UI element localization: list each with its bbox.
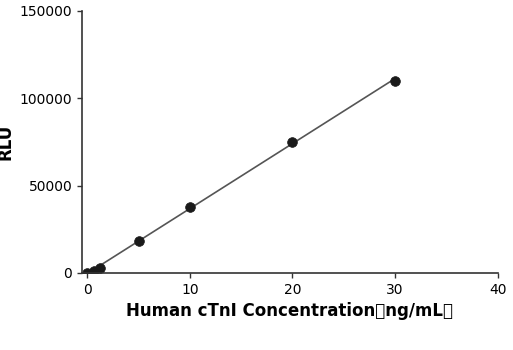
Point [288,139,297,145]
Point [134,238,143,244]
Y-axis label: RLU: RLU [0,124,14,160]
Point [391,78,399,83]
Point [96,265,104,271]
Point [83,270,91,275]
Point [89,268,97,274]
X-axis label: Human cTnI Concentration（ng/mL）: Human cTnI Concentration（ng/mL） [126,302,453,320]
Point [186,204,194,209]
